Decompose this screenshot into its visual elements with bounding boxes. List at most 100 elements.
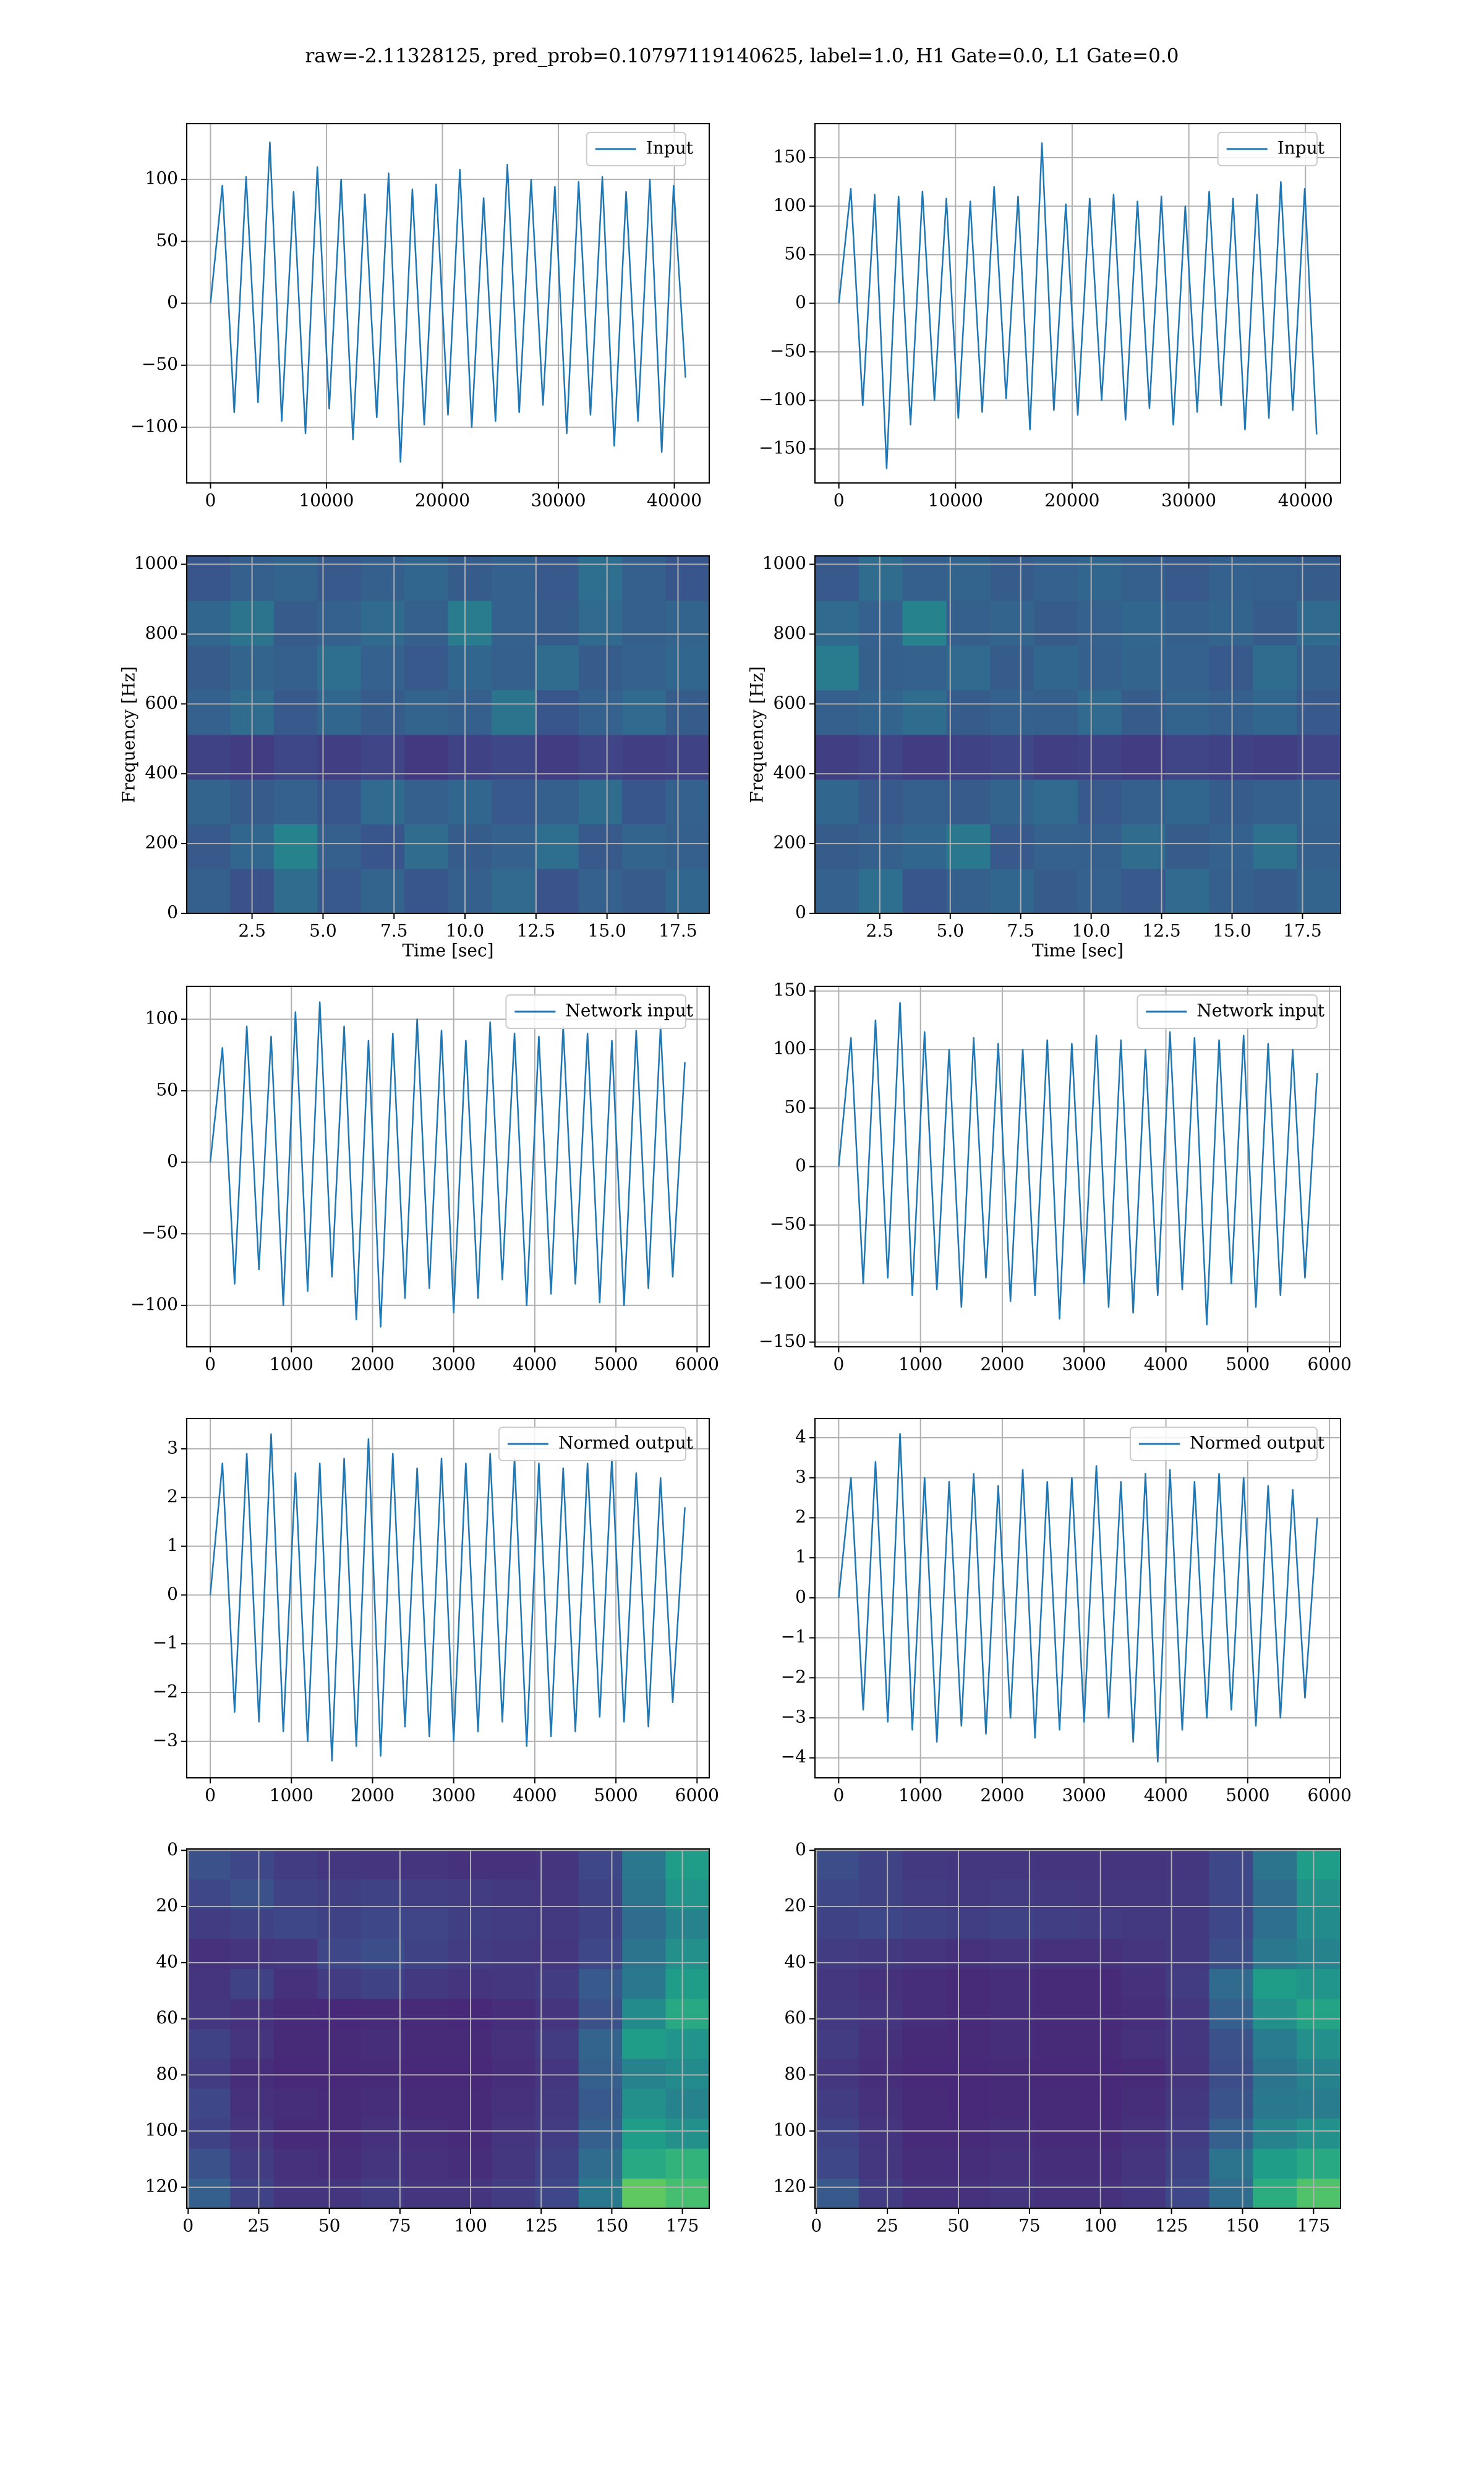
heatmap-cell xyxy=(1078,2028,1122,2059)
heatmap-cell xyxy=(665,735,710,780)
heatmap-cell xyxy=(990,2148,1034,2179)
y-tick-label: 3 xyxy=(167,1437,178,1458)
heatmap-cell xyxy=(317,868,362,914)
heatmap-cell xyxy=(902,2118,947,2149)
heatmap-cell xyxy=(404,2118,448,2149)
heatmap-cell xyxy=(815,556,859,601)
heatmap-cell xyxy=(990,600,1034,646)
heatmap-cell xyxy=(1297,1999,1341,2029)
heatmap-cell xyxy=(448,1939,492,1970)
heatmap-cell xyxy=(1121,2178,1166,2209)
heatmap-cell xyxy=(1121,2028,1166,2059)
y-tick-label: 20 xyxy=(784,1895,806,1916)
heatmap-cell xyxy=(1253,600,1297,646)
heatmap-cell xyxy=(578,2028,623,2059)
heatmap-cell xyxy=(990,2058,1034,2089)
heatmap-cell xyxy=(990,1968,1034,1999)
x-tick-label: 7.5 xyxy=(1007,921,1034,941)
heatmap-cell xyxy=(946,868,991,914)
heatmap-cell xyxy=(578,779,623,824)
heatmap-cell xyxy=(230,1939,275,1970)
y-tick-label: 40 xyxy=(156,1951,178,1971)
heatmap-cell xyxy=(1253,2148,1297,2179)
heatmap-cell xyxy=(1078,1879,1122,1910)
heatmap-cell xyxy=(858,689,903,735)
y-tick-label: 150 xyxy=(774,146,806,166)
x-tick-label: 175 xyxy=(666,2216,699,2236)
heatmap-cell xyxy=(187,868,231,914)
x-tick-label: 3000 xyxy=(432,1785,475,1806)
heatmap-cell xyxy=(815,1968,859,1999)
heatmap-cell xyxy=(622,556,667,601)
legend-label: Normed output xyxy=(1190,1433,1325,1453)
heatmap-cell xyxy=(622,1939,667,1970)
data-line xyxy=(209,1001,686,1328)
heatmap-cell xyxy=(187,1879,231,1910)
heatmap-cell xyxy=(858,824,903,869)
heatmap-cell xyxy=(1078,868,1122,914)
heatmap-cell xyxy=(535,600,579,646)
heatmap-cell xyxy=(317,2148,362,2179)
heatmap-cell xyxy=(1209,2058,1253,2089)
y-tick-label: 600 xyxy=(774,693,806,713)
heatmap-cell xyxy=(273,2058,318,2089)
heatmap-cell xyxy=(1034,779,1078,824)
heatmap-cell xyxy=(535,779,579,824)
heatmap-cell xyxy=(317,779,362,824)
heatmap-cell xyxy=(622,1968,667,1999)
heatmap-cell xyxy=(404,645,448,691)
y-tick-label: 3 xyxy=(795,1466,806,1487)
heatmap-cell xyxy=(858,868,903,914)
heatmap-cell xyxy=(448,2148,492,2179)
heatmap-cell xyxy=(622,1908,667,1939)
y-tick-label: 100 xyxy=(145,2120,178,2140)
heatmap-cell xyxy=(990,1908,1034,1939)
heatmap-cell xyxy=(815,645,859,691)
x-tick-label: 4000 xyxy=(1144,1354,1188,1375)
heatmap-cell xyxy=(622,2178,667,2209)
heatmap-cell xyxy=(1297,645,1341,691)
heatmap-cell xyxy=(535,1999,579,2029)
heatmap-cell xyxy=(1078,1908,1122,1939)
heatmap-cell xyxy=(1209,824,1253,869)
heatmap-cell xyxy=(535,645,579,691)
heatmap-cell xyxy=(1209,600,1253,646)
heatmap-cell xyxy=(1121,1968,1166,1999)
heatmap-cell xyxy=(902,2178,947,2209)
heatmap-cell xyxy=(578,1908,623,1939)
axes-frame xyxy=(814,1418,1341,1778)
y-tick-label: 100 xyxy=(774,1038,806,1059)
heatmap-cell xyxy=(858,556,903,601)
heatmap-cell xyxy=(858,1939,903,1970)
heatmap-cell xyxy=(946,645,991,691)
heatmap-cell xyxy=(404,2058,448,2089)
legend-label: Network input xyxy=(565,1001,693,1021)
y-tick-label: 150 xyxy=(774,980,806,1000)
heatmap-cell xyxy=(1209,2148,1253,2179)
heatmap-cell xyxy=(491,2088,535,2119)
axes-frame xyxy=(186,123,710,484)
axes-frame xyxy=(814,555,1341,914)
heatmap-cell xyxy=(491,2028,535,2059)
heatmap-cell xyxy=(535,824,579,869)
heatmap-cell xyxy=(535,2148,579,2179)
heatmap-cell xyxy=(1253,779,1297,824)
heatmap-cell xyxy=(1078,2058,1122,2089)
heatmap-cell xyxy=(815,824,859,869)
axes-frame xyxy=(186,986,710,1347)
x-tick-label: 1000 xyxy=(270,1354,313,1375)
heatmap-cell xyxy=(1297,2088,1341,2119)
x-tick-label: 125 xyxy=(1155,2216,1188,2236)
heatmap-cell xyxy=(1209,1879,1253,1910)
heatmap-cell xyxy=(1253,2028,1297,2059)
heatmap-cell xyxy=(665,868,710,914)
heatmap-cell xyxy=(491,556,535,601)
heatmap-cell xyxy=(1253,1999,1297,2029)
y-tick-label: −1 xyxy=(781,1626,806,1647)
heatmap-cell xyxy=(1121,1939,1166,1970)
y-tick-label: 800 xyxy=(145,623,178,643)
x-tick-label: 0 xyxy=(811,2216,822,2236)
heatmap-cell xyxy=(1209,1908,1253,1939)
heatmap-cell xyxy=(1034,2058,1078,2089)
heatmap-cell xyxy=(1121,824,1166,869)
